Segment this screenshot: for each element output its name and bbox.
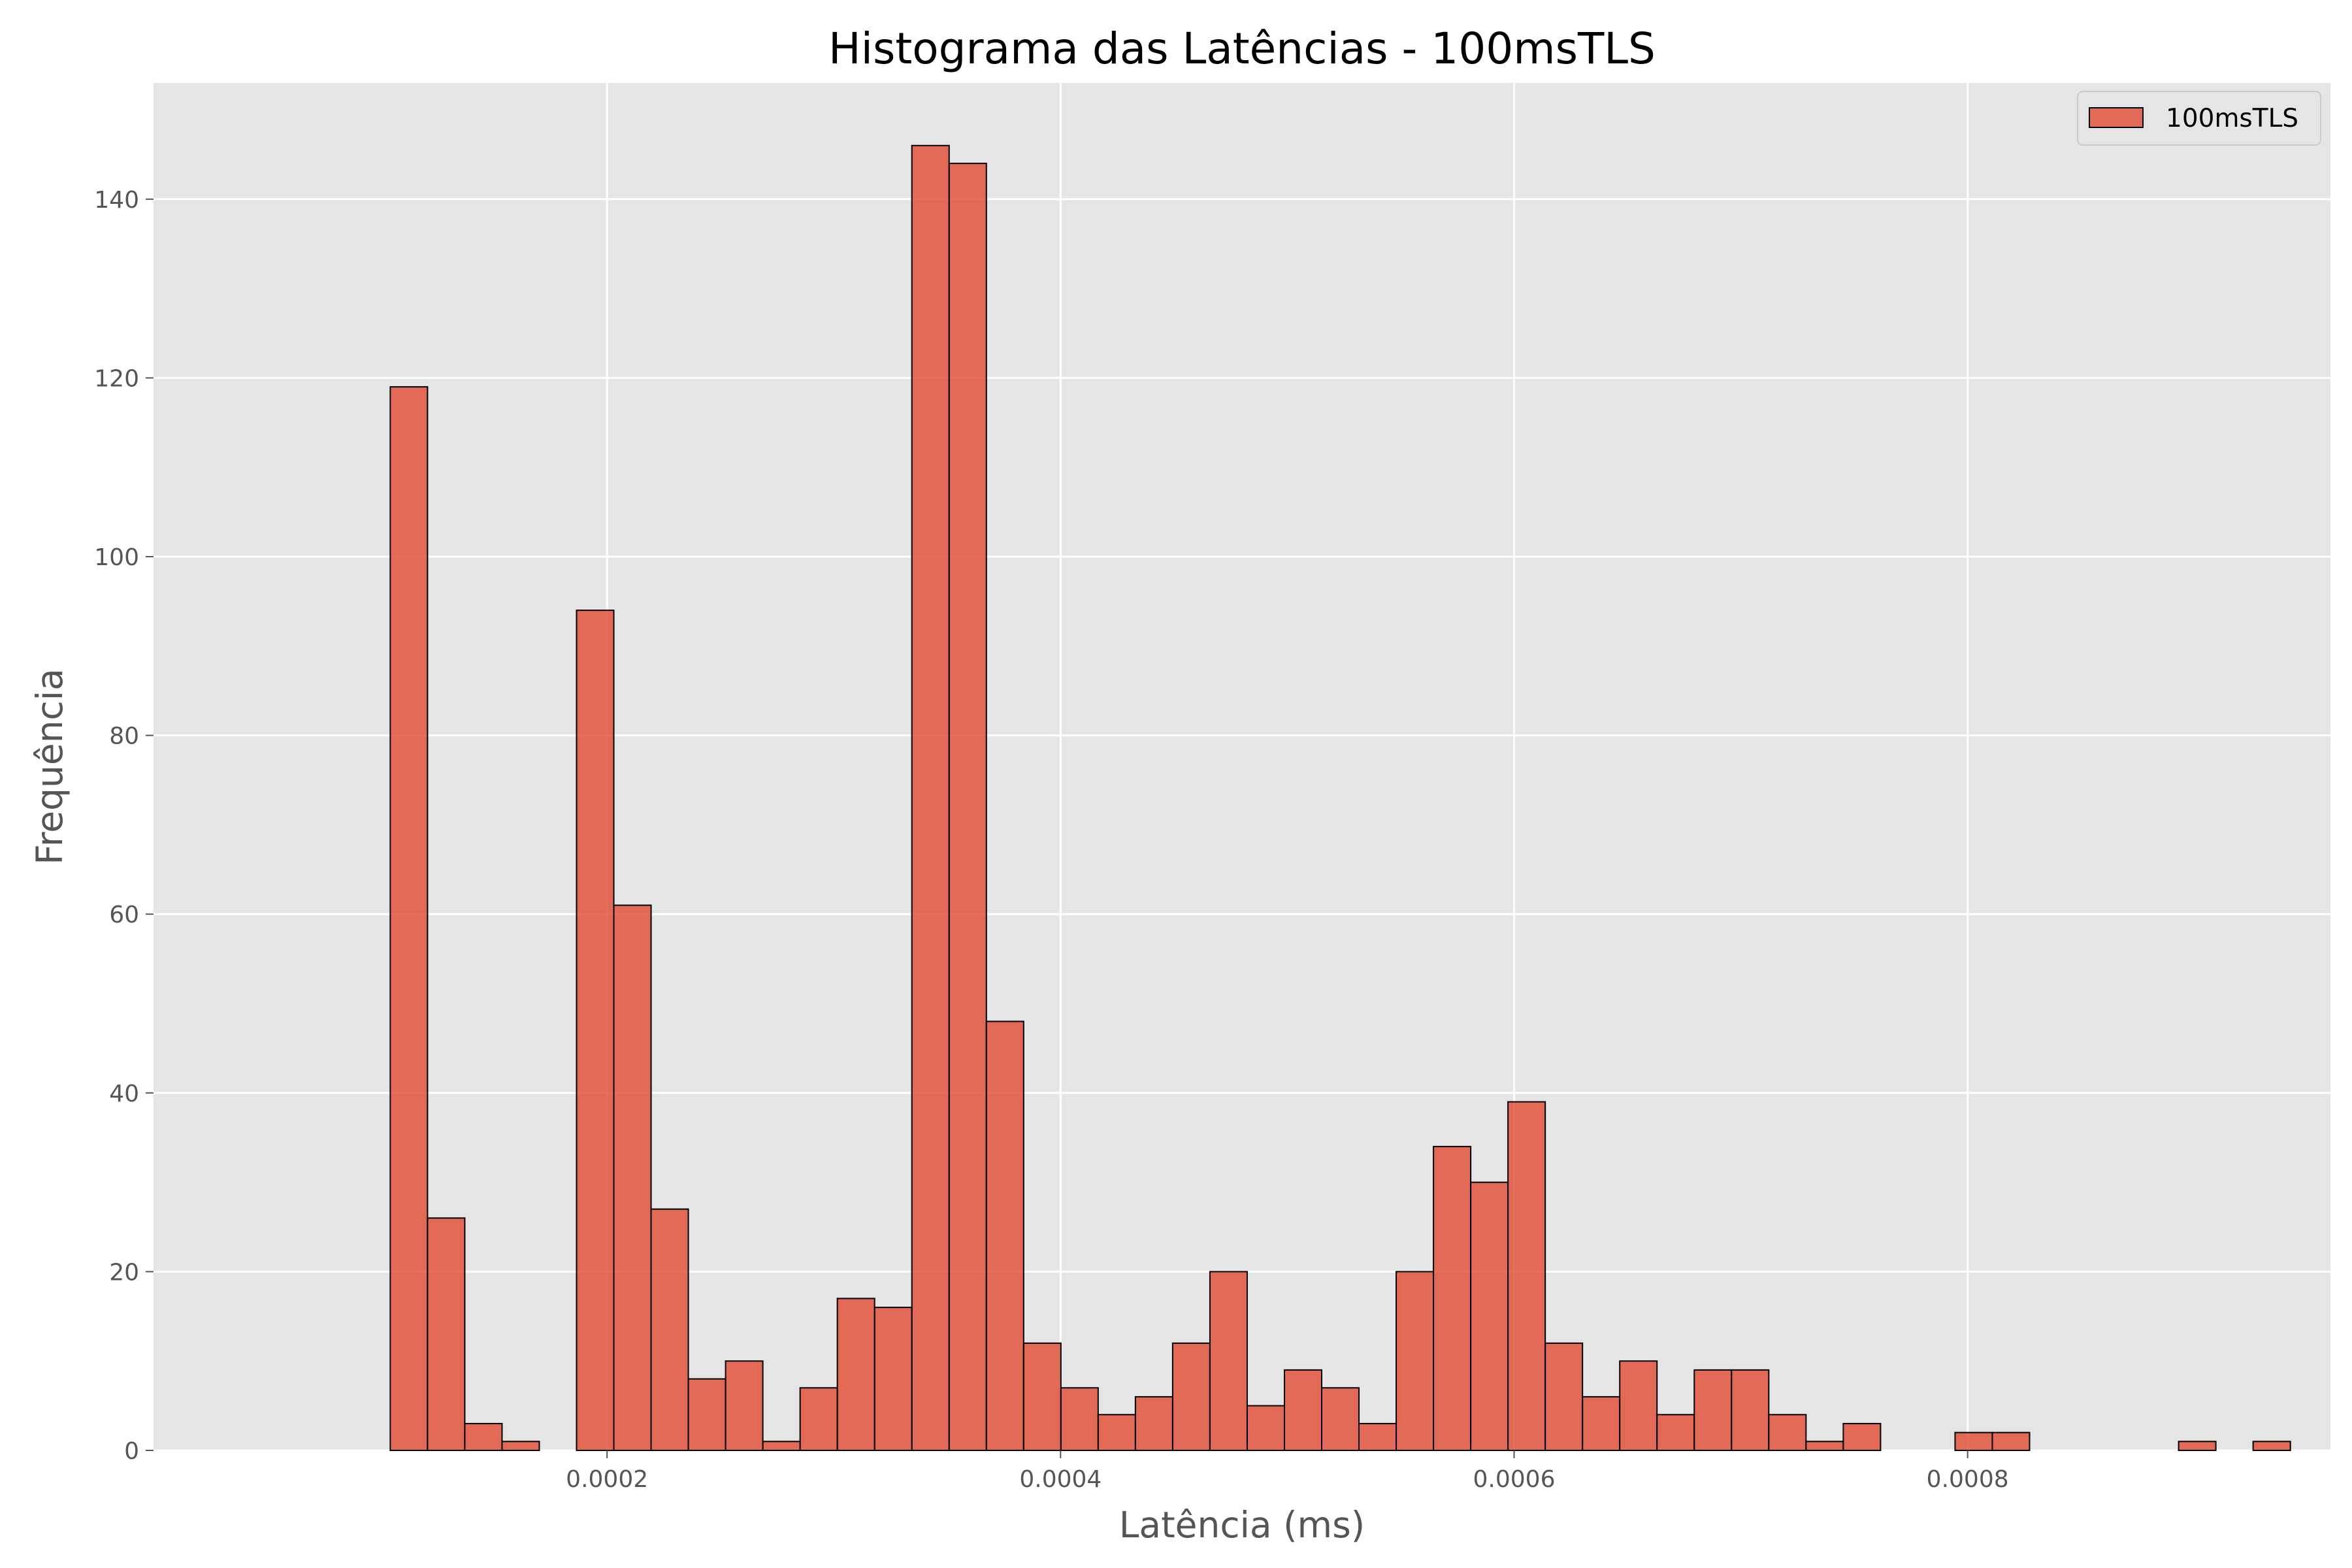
y-tick-label: 40: [109, 1081, 139, 1107]
histogram-bar: [1805, 1441, 1844, 1452]
histogram-bar: [1209, 1271, 1248, 1452]
histogram-bar: [836, 1298, 875, 1452]
histogram-bar: [799, 1387, 838, 1452]
y-tick-label: 20: [109, 1259, 139, 1286]
legend-label: 100msTLS: [2166, 104, 2298, 133]
histogram-bar: [1991, 1431, 2031, 1452]
histogram-bar: [1470, 1181, 1509, 1451]
histogram-bar: [501, 1441, 540, 1452]
histogram-bar: [1954, 1431, 1993, 1452]
histogram-bar: [1171, 1342, 1211, 1451]
y-tick-label: 100: [94, 544, 139, 571]
histogram-bar: [1507, 1101, 1546, 1452]
histogram-bar: [389, 386, 429, 1451]
x-tick-label: 0.0004: [1019, 1466, 1102, 1493]
histogram-bar: [1396, 1271, 1435, 1452]
histogram-bar: [1544, 1342, 1584, 1451]
plot-area: [154, 83, 2330, 1450]
y-tick-label: 0: [124, 1438, 139, 1465]
histogram-bar: [2178, 1441, 2217, 1452]
x-tick-label: 0.0008: [1927, 1466, 2009, 1493]
histogram-bar: [1320, 1387, 1360, 1452]
histogram-bar: [725, 1360, 764, 1452]
x-tick-label: 0.0006: [1473, 1466, 1556, 1493]
histogram-bar: [911, 144, 950, 1451]
histogram-bar: [576, 610, 615, 1451]
y-tick-label: 60: [109, 902, 139, 928]
histogram-bar: [464, 1422, 503, 1451]
y-tick-label: 140: [94, 187, 139, 214]
y-axis-label: Frequência: [29, 668, 71, 865]
histogram-bar: [874, 1307, 913, 1451]
legend-box: [2077, 91, 2321, 146]
histogram-bar: [613, 904, 652, 1451]
histogram-bar: [762, 1441, 801, 1452]
histogram-bar: [985, 1021, 1024, 1451]
histogram-bar: [1097, 1414, 1136, 1451]
histogram-bar: [1842, 1422, 1882, 1451]
histogram-bar: [1283, 1369, 1322, 1451]
y-tick-label: 120: [94, 365, 139, 392]
histogram-bar: [1246, 1405, 1285, 1452]
histogram-bar: [2252, 1441, 2291, 1452]
histogram-bar: [1134, 1396, 1173, 1452]
histogram-bars: [389, 144, 2291, 1452]
histogram-bar: [1656, 1414, 1695, 1451]
histogram-bar: [1433, 1145, 1472, 1452]
legend-swatch: [2089, 107, 2144, 128]
chart-title: Histograma das Latências - 100msTLS: [828, 24, 1656, 74]
histogram-bar: [948, 163, 987, 1451]
y-axis-ticks: 0 20 40 60 80 100 120 140: [94, 187, 154, 1465]
x-axis-ticks: 0.0002 0.0004 0.0006 0.0008: [566, 1450, 2009, 1493]
x-axis-label: Latência (ms): [1119, 1504, 1365, 1546]
histogram-bar: [1619, 1360, 1658, 1452]
x-tick-label: 0.0002: [566, 1466, 648, 1493]
histogram-bar: [687, 1378, 727, 1451]
histogram-bar: [1060, 1387, 1099, 1452]
histogram-bar: [1731, 1369, 1770, 1451]
histogram-bar: [1768, 1414, 1807, 1451]
histogram-bar: [1358, 1422, 1397, 1451]
histogram-bar: [1022, 1342, 1062, 1451]
histogram-bar: [427, 1217, 466, 1451]
histogram-bar: [1582, 1396, 1621, 1452]
histogram-bar: [650, 1208, 689, 1452]
histogram-bar: [1693, 1369, 1733, 1451]
y-tick-label: 80: [109, 723, 139, 750]
legend: 100msTLS: [2077, 91, 2321, 146]
